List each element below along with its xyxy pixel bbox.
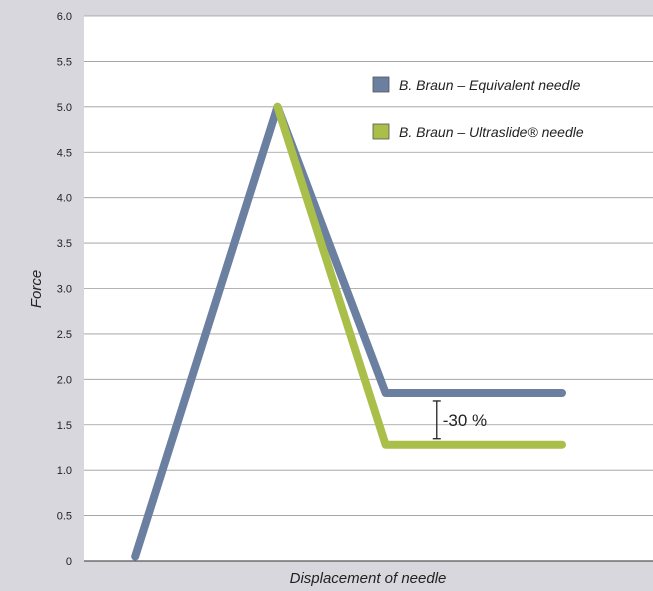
y-tick-label-2: 1.0 [57, 465, 72, 477]
legend-label-equivalent: B. Braun – Equivalent needle [399, 77, 581, 93]
y-tick-label-9: 4.5 [57, 147, 72, 159]
y-tick-label-3: 1.5 [57, 420, 72, 432]
y-tick-labels: 0 0.5 1.0 1.5 2.0 2.5 3.0 3.5 4.0 4.5 5.0 5.5 6.0 [57, 11, 72, 568]
grid [84, 15, 653, 562]
legend-swatch-ultraslide [372, 123, 390, 140]
annotation: -30 % [432, 400, 487, 440]
y-tick-label-12: 6.0 [57, 11, 72, 23]
y-tick-label-5: 2.5 [57, 329, 72, 341]
y-tick-label-11: 5.5 [57, 56, 72, 68]
y-tick-label-7: 3.5 [57, 238, 72, 250]
series-line-0 [131, 102, 566, 561]
legend-swatch-equivalent [372, 76, 390, 93]
x-axis-title: Displacement of needle [290, 570, 447, 587]
y-tick-label-1: 0.5 [57, 511, 72, 523]
series-line-1 [273, 102, 566, 449]
y-tick-label-8: 4.0 [57, 193, 72, 205]
y-tick-label-10: 5.0 [57, 102, 72, 114]
y-tick-label-4: 2.0 [57, 374, 72, 386]
legend-label-ultraslide: B. Braun – Ultraslide® needle [399, 124, 584, 140]
y-tick-label-6: 3.0 [57, 284, 72, 296]
legend: B. Braun – Equivalent needle B. Braun – … [372, 76, 584, 140]
y-axis-title: Force [28, 270, 45, 308]
annotation-label: -30 % [443, 411, 487, 430]
y-tick-label-0: 0 [66, 556, 72, 568]
series-layer [131, 102, 566, 561]
